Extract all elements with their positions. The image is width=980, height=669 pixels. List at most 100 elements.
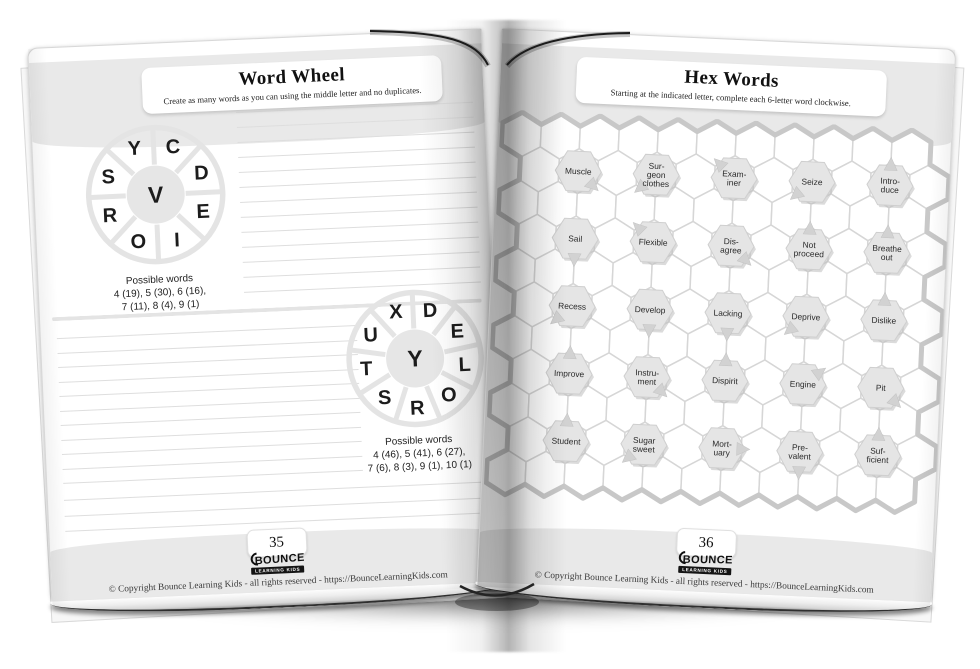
clue-hex: Muscle [554,150,604,195]
wheel-letter: U [363,324,378,347]
wheel-spoke [359,372,392,395]
writing-line [59,382,360,398]
clue-text: Seize [801,176,823,187]
wheel-ring [85,124,226,265]
start-arrow-icon [880,224,895,239]
wheel-spoke [90,193,126,200]
clue-text: Instru-ment [635,367,660,387]
writing-line [58,353,358,369]
writing-line [239,176,477,188]
wheel-center [386,329,445,388]
start-arrow-icon [559,412,574,427]
wheel-center-letter: V [147,181,164,208]
clue-text: Flexible [638,237,668,248]
wheel-spoke [440,370,474,391]
start-arrow-icon [810,367,827,382]
bounce-logo-left: BOUNCE LEARNING KIDS [247,549,305,575]
start-arrow-icon [736,441,751,456]
clue-hex: Dislike [860,291,909,344]
clue-hex: Intro-duce [866,156,915,209]
wheel-spoke [154,224,162,260]
wheel-letter: D [422,299,437,322]
writing-line [243,266,481,278]
wheel-letter: D [194,162,209,185]
wheel-letter: O [441,384,458,407]
writing-line [56,324,357,340]
writing-line [63,481,490,501]
writing-line [64,496,491,517]
clue-text: Muscle [565,166,592,177]
start-arrow-icon [783,320,799,335]
clue-hex: Engine [779,363,828,408]
clue-hex-body [551,217,599,260]
wheel-spoke [106,148,136,177]
clue-text: Dislike [871,315,896,326]
start-arrow-icon [642,324,657,339]
clue-hex-body [860,299,908,342]
wheel-letter: S [101,166,115,189]
clue-hex: Notproceed [785,220,834,273]
clue-hex: Sur-geonclothes [632,153,682,198]
hex-grid: Muscle Sur-geonclothes Exam-iner Seize Intro… [483,109,952,515]
clue-hex: Student [542,412,591,464]
wheel-spoke [351,347,386,358]
clue-hex-body [698,427,746,470]
clue-text: Dis-agree [720,236,743,256]
wheel-center [126,165,185,224]
start-arrow-icon [877,291,892,306]
clue-hex: Flexible [629,221,679,266]
wheel-spoke [393,386,409,421]
wheel-spoke [185,189,221,196]
start-arrow-icon [567,253,582,268]
hex-grid-border [483,109,952,515]
wheel-spoke [150,129,157,165]
start-arrow-icon [871,426,886,441]
clue-hex: Dis-agree [707,224,756,269]
wheel-letter: R [102,205,118,228]
wheel-ring [346,289,484,428]
clue-hex: Seize [788,160,837,205]
start-arrow-icon [883,156,898,171]
wheel-letter: O [130,231,147,254]
wheel-letter: T [360,358,373,381]
clue-hex-body [866,164,914,207]
wheel-letter: I [174,229,181,251]
clue-text: Sugarsweet [632,435,656,455]
clue-text: Notproceed [793,239,824,259]
page-left: Word Wheel Create as many words as you c… [27,28,507,608]
wheel-spoke [109,215,138,245]
clue-hex: Mort-uary [698,427,751,472]
writing-line [238,146,475,158]
clue-hex-body [545,352,593,395]
start-arrow-icon [736,251,752,266]
clue-hex-body [854,434,902,477]
writing-line [240,191,477,203]
clue-text: Sur-geonclothes [642,160,670,189]
start-arrow-icon [792,466,807,481]
writing-line [57,339,358,354]
clue-text: Pit [876,383,887,393]
writing-line [62,455,363,470]
bounce-logo-right: BOUNCE LEARNING KIDS [675,548,733,576]
start-arrow-icon [713,158,729,173]
clue-hex: Suf-ficient [854,426,903,479]
page-right: Hex Words Starting at the indicated lett… [476,28,957,609]
clue-text: Develop [634,304,665,315]
writing-line [238,161,476,173]
clue-text: Mort-uary [712,438,733,458]
start-arrow-icon [886,393,902,408]
clue-text: Exam-iner [722,168,747,188]
clue-hex: Sail [551,217,601,268]
clue-hex-body [626,288,674,331]
writing-line [61,440,362,455]
writing-line [242,251,480,263]
start-arrow-icon [634,178,650,193]
wheel-center-letter: Y [407,345,423,372]
writing-line [240,206,478,218]
start-arrow-icon [621,448,637,463]
start-arrow-icon [562,345,577,360]
start-arrow-icon [802,220,817,235]
clue-hex-body [701,359,749,402]
possible-words-2: Possible words 4 (46), 5 (41), 6 (27), 7… [338,431,500,477]
